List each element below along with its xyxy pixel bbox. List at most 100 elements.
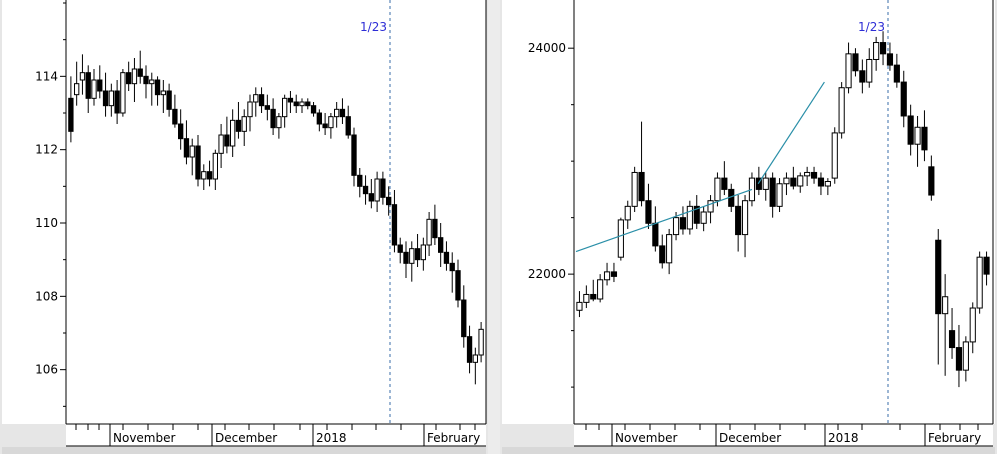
candle-down (679, 217, 687, 230)
candle-up (776, 183, 783, 207)
candle-up (160, 90, 167, 96)
candle-up (700, 211, 707, 224)
candle-down (414, 248, 421, 261)
marker-label: 1/23 (858, 20, 885, 34)
y-tick-label: 114 (35, 69, 58, 83)
candle-up (631, 171, 638, 207)
candle-down (928, 166, 935, 196)
candle-up (624, 205, 631, 221)
candle-up (866, 58, 873, 83)
candle-down (264, 105, 270, 110)
candle-up (914, 126, 921, 145)
candle-up (230, 119, 236, 147)
candle-down (983, 256, 990, 275)
candle-down (638, 171, 645, 202)
candle-up (831, 132, 838, 179)
candle-down (386, 196, 392, 206)
candle-up (603, 271, 611, 281)
candle-up (91, 79, 97, 99)
marker-label: 1/23 (360, 20, 387, 34)
candle-down (195, 145, 201, 180)
candle-down (935, 239, 942, 315)
usdjpy-chart-panel: 106 108 110 112 114 November December 2018 Febru… (0, 0, 488, 454)
x-axis-strip (66, 424, 486, 446)
candle-down (137, 68, 143, 77)
candle-down (900, 81, 907, 117)
candle-down (126, 72, 132, 85)
candle-up (241, 116, 247, 132)
candle-down (449, 262, 455, 272)
candle-down (921, 126, 928, 151)
candle-down (893, 64, 900, 83)
candle-down (461, 299, 467, 338)
candle-down (316, 112, 322, 125)
candle-down (322, 123, 328, 129)
candle-down (852, 53, 859, 72)
candle-up (374, 178, 380, 202)
candle-up (969, 307, 976, 343)
candle-up (576, 301, 583, 311)
candle-up (218, 134, 224, 154)
candle-down (339, 108, 346, 118)
candle-down (769, 177, 776, 207)
candle-down (879, 42, 887, 55)
candle-down (345, 116, 351, 136)
candle-up (797, 175, 804, 187)
candle-down (270, 108, 276, 129)
candle-up (714, 177, 721, 202)
y-tick-label: 22000 (528, 267, 566, 281)
candle-up (942, 296, 949, 315)
candle-up (79, 72, 86, 81)
candle-down (432, 218, 438, 239)
month-label: 2018 (316, 431, 347, 445)
candle-down (443, 251, 450, 264)
nikkei-chart-panel: 22000 24000 November December 2018 February 1/… (500, 0, 997, 454)
month-label: December (215, 431, 277, 445)
candle-up (189, 145, 195, 158)
month-label: November (615, 431, 677, 445)
candle-down (810, 171, 818, 179)
candle-up (212, 152, 219, 180)
candle-down (693, 205, 700, 224)
candle-down (258, 94, 265, 107)
candle-up (617, 219, 624, 258)
candle-down (455, 270, 461, 301)
candle-down (466, 336, 473, 363)
candle-down (859, 70, 866, 83)
candle-up (666, 234, 673, 264)
y-tick-label: 112 (35, 143, 58, 157)
month-label: November (113, 431, 175, 445)
month-label: 2018 (828, 431, 859, 445)
candle-up (276, 116, 282, 129)
candle-down (652, 222, 659, 247)
candle-down (790, 177, 797, 187)
candle-up (328, 116, 334, 129)
candle-up (334, 108, 340, 118)
candle-down (172, 108, 178, 125)
y-tick-label: 110 (35, 216, 58, 230)
candle-up (420, 244, 426, 261)
candle-up (282, 97, 288, 118)
trendline (757, 81, 825, 185)
candle-down (362, 185, 369, 195)
y-tick-label: 106 (35, 363, 58, 377)
candle-down (287, 97, 294, 103)
month-label: December (719, 431, 781, 445)
candle-down (293, 101, 299, 107)
candle-up (247, 101, 253, 118)
candle-down (721, 177, 728, 190)
candle-down (143, 75, 149, 85)
candle-up (583, 293, 590, 303)
candle-down (380, 178, 386, 198)
candle-up (201, 171, 207, 180)
candle-down (645, 200, 652, 224)
candle-down (907, 115, 914, 145)
candle-down (403, 251, 409, 264)
candle-down (886, 53, 894, 66)
candle-down (224, 134, 230, 147)
candle-up (962, 341, 969, 371)
candle-down (85, 72, 91, 99)
candle-up (131, 68, 138, 85)
candle-up (824, 180, 831, 187)
